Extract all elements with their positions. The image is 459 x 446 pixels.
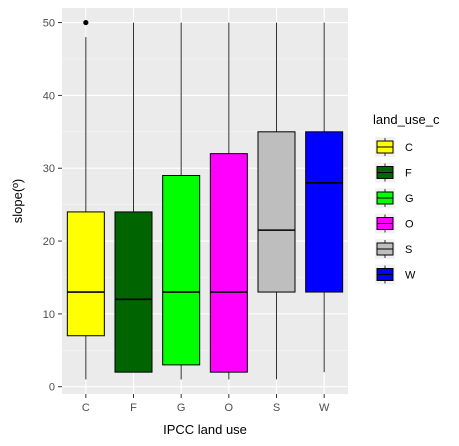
minor-gridlines xyxy=(62,58,348,351)
legend-item-C: C xyxy=(375,137,413,157)
plot-panel xyxy=(62,8,348,394)
x-tick-label: W xyxy=(319,402,330,414)
legend-label: W xyxy=(405,270,416,282)
box-iqr xyxy=(162,175,201,366)
x-axis-title: IPCC land use xyxy=(163,422,247,437)
x-tick-label: F xyxy=(130,402,137,414)
legend-label: F xyxy=(405,168,412,180)
legend-title: land_use_c xyxy=(373,112,440,127)
y-tick-label: 30 xyxy=(43,163,55,175)
box-S xyxy=(257,22,296,380)
legend-item-G: G xyxy=(375,188,414,208)
legend-label: G xyxy=(405,193,414,205)
legend-item-W: W xyxy=(375,264,416,285)
legend-item-F: F xyxy=(375,162,412,183)
y-axis: 0 10 20 30 40 50 xyxy=(43,18,62,394)
legend: land_use_c C F G O S W xyxy=(373,112,440,285)
legend-label: S xyxy=(405,244,412,256)
legend-item-S: S xyxy=(375,239,412,259)
box-series xyxy=(66,19,344,380)
legend-item-O: O xyxy=(375,213,414,234)
x-tick-label: G xyxy=(177,402,186,414)
legend-label: C xyxy=(405,142,413,154)
x-tick-label: O xyxy=(225,402,234,414)
box-iqr xyxy=(305,131,344,293)
outlier-point xyxy=(83,19,89,26)
y-tick-label: 0 xyxy=(49,382,55,394)
box-iqr xyxy=(114,211,153,373)
y-axis-title: slope(º) xyxy=(10,179,25,223)
y-tick-label: 40 xyxy=(43,90,55,102)
box-C xyxy=(66,19,105,380)
x-tick-label: S xyxy=(273,402,280,414)
box-iqr xyxy=(66,211,105,337)
box-iqr xyxy=(209,153,248,373)
box-W xyxy=(305,22,344,373)
box-iqr xyxy=(257,131,296,293)
y-tick-label: 10 xyxy=(43,309,55,321)
box-O xyxy=(209,22,248,380)
y-tick-label: 50 xyxy=(43,18,55,30)
box-G xyxy=(162,22,201,380)
y-tick-label: 20 xyxy=(43,236,55,248)
legend-label: O xyxy=(405,219,414,231)
box-F xyxy=(114,22,153,373)
x-tick-label: C xyxy=(82,402,90,414)
